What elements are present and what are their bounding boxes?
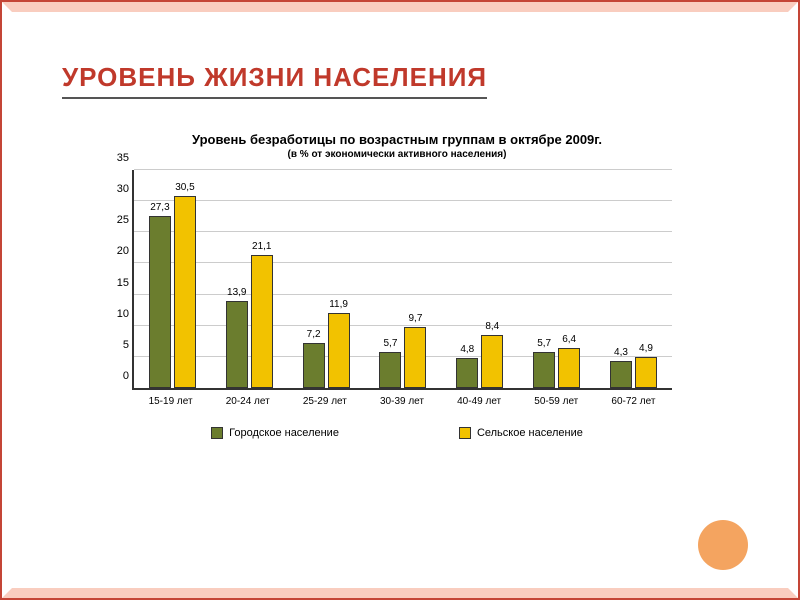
y-tick-label: 20: [104, 245, 129, 257]
bar-group: 13,921,1: [226, 255, 273, 388]
y-tick-label: 35: [104, 152, 129, 164]
bar-value-label: 27,3: [150, 202, 169, 213]
bar-group: 7,211,9: [303, 313, 350, 388]
bar-value-label: 11,9: [329, 299, 348, 310]
bar-value-label: 4,9: [639, 343, 653, 354]
bar-value-label: 4,8: [460, 344, 474, 355]
bar: 9,7: [404, 327, 426, 388]
bar-group: 27,330,5: [149, 196, 196, 388]
bar-group: 4,88,4: [456, 335, 503, 388]
legend-label-rural: Сельское население: [477, 427, 583, 439]
bar-value-label: 8,4: [485, 321, 499, 332]
y-tick-label: 5: [104, 339, 129, 351]
bar: 8,4: [481, 335, 503, 388]
chart-bars-row: 27,330,513,921,17,211,95,79,74,88,45,76,…: [134, 170, 672, 388]
bar: 5,7: [533, 352, 555, 388]
x-tick-label: 50-59 лет: [526, 396, 586, 407]
chart-title: Уровень безработицы по возрастным группа…: [97, 132, 697, 147]
legend-label-urban: Городское население: [229, 427, 339, 439]
y-tick-label: 25: [104, 214, 129, 226]
legend-item-urban: Городское население: [211, 427, 339, 439]
bar-value-label: 21,1: [252, 241, 271, 252]
slide-title: УРОВЕНЬ ЖИЗНИ НАСЕЛЕНИЯ: [62, 62, 487, 99]
y-tick-label: 10: [104, 308, 129, 320]
bar-value-label: 9,7: [409, 313, 423, 324]
chart-subtitle: (в % от экономически активного населения…: [97, 149, 697, 160]
y-tick-label: 0: [104, 370, 129, 382]
bar: 30,5: [174, 196, 196, 388]
x-tick-label: 20-24 лет: [218, 396, 278, 407]
bar-value-label: 5,7: [384, 338, 398, 349]
chart-plot-area: 0510152025303527,330,513,921,17,211,95,7…: [132, 170, 672, 390]
bar-value-label: 5,7: [537, 338, 551, 349]
x-tick-label: 25-29 лет: [295, 396, 355, 407]
bar: 4,8: [456, 358, 478, 388]
legend-item-rural: Сельское население: [459, 427, 583, 439]
legend-swatch-urban: [211, 427, 223, 439]
bar: 7,2: [303, 343, 325, 388]
bar: 11,9: [328, 313, 350, 388]
y-tick-label: 30: [104, 183, 129, 195]
chart-container: Уровень безработицы по возрастным группа…: [97, 132, 697, 439]
decor-circle-icon: [698, 520, 748, 570]
bar: 27,3: [149, 216, 171, 388]
bar: 13,9: [226, 301, 248, 388]
bar-value-label: 7,2: [307, 329, 321, 340]
bar-value-label: 6,4: [562, 334, 576, 345]
y-tick-label: 15: [104, 277, 129, 289]
bar-value-label: 30,5: [175, 182, 194, 193]
bar: 21,1: [251, 255, 273, 388]
bar-group: 5,76,4: [533, 348, 580, 388]
legend-swatch-rural: [459, 427, 471, 439]
bar-group: 4,34,9: [610, 357, 657, 388]
bar: 4,9: [635, 357, 657, 388]
bar-group: 5,79,7: [379, 327, 426, 388]
bar-value-label: 4,3: [614, 347, 628, 358]
x-tick-label: 40-49 лет: [449, 396, 509, 407]
bar: 5,7: [379, 352, 401, 388]
chart-x-axis-labels: 15-19 лет 20-24 лет 25-29 лет 30-39 лет 40-4…: [132, 396, 672, 407]
bar-value-label: 13,9: [227, 287, 246, 298]
x-tick-label: 60-72 лет: [603, 396, 663, 407]
bar: 4,3: [610, 361, 632, 388]
x-tick-label: 30-39 лет: [372, 396, 432, 407]
x-tick-label: 15-19 лет: [141, 396, 201, 407]
bar: 6,4: [558, 348, 580, 388]
chart-legend: Городское население Сельское население: [97, 427, 697, 439]
